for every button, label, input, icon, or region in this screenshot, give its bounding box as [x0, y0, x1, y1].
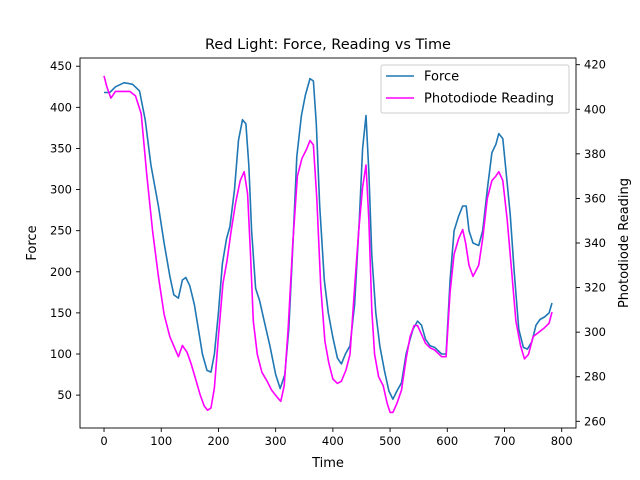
y-right-tick-label: 320	[584, 281, 606, 295]
y-left-tick-label: 300	[50, 183, 72, 197]
y-axis-right: 260 280 300 320 340 360 380 400 420	[576, 58, 606, 428]
legend: Force Photodiode Reading	[380, 64, 570, 114]
series-line-photodiode	[103, 75, 553, 414]
y-right-tick-label: 300	[584, 325, 606, 339]
y-left-tick-label: 250	[50, 224, 72, 238]
x-tick-label: 100	[150, 434, 172, 448]
chart-title: Red Light: Force, Reading vs Time	[205, 37, 451, 53]
y-left-tick-label: 450	[50, 59, 72, 73]
x-tick-label: 600	[436, 434, 458, 448]
y-left-tick-label: 150	[50, 306, 72, 320]
y-axis-left-label: Force	[25, 225, 40, 260]
y-left-tick-label: 50	[57, 388, 72, 402]
legend-label-force: Force	[424, 70, 459, 85]
series-line-force	[104, 77, 553, 400]
x-tick-label: 300	[265, 434, 287, 448]
x-tick-label: 200	[207, 434, 229, 448]
y-right-tick-label: 280	[584, 370, 606, 384]
x-tick-label: 0	[100, 434, 107, 448]
x-tick-label: 400	[322, 434, 344, 448]
y-axis-left: 50 100 150 200 250 300 350 400 450	[50, 59, 80, 402]
x-tick-label: 800	[551, 434, 573, 448]
y-left-tick-label: 350	[50, 141, 72, 155]
legend-label-photodiode: Photodiode Reading	[424, 92, 554, 107]
legend-box	[380, 64, 570, 114]
y-axis-right-label: Photodiode Reading	[617, 178, 632, 308]
series-layer	[103, 75, 553, 414]
y-left-tick-label: 400	[50, 100, 72, 114]
x-tick-label: 500	[379, 434, 401, 448]
x-axis: 0 100 200 300 400 500 600 700 800	[100, 428, 573, 448]
y-right-tick-label: 260	[584, 414, 606, 428]
y-right-tick-label: 420	[584, 58, 606, 72]
x-tick-label: 700	[494, 434, 516, 448]
y-right-tick-label: 400	[584, 102, 606, 116]
y-left-tick-label: 200	[50, 265, 72, 279]
y-right-tick-label: 340	[584, 236, 606, 250]
y-right-tick-label: 360	[584, 191, 606, 205]
x-axis-label: Time	[311, 456, 344, 471]
y-left-tick-label: 100	[50, 347, 72, 361]
y-right-tick-label: 380	[584, 147, 606, 161]
